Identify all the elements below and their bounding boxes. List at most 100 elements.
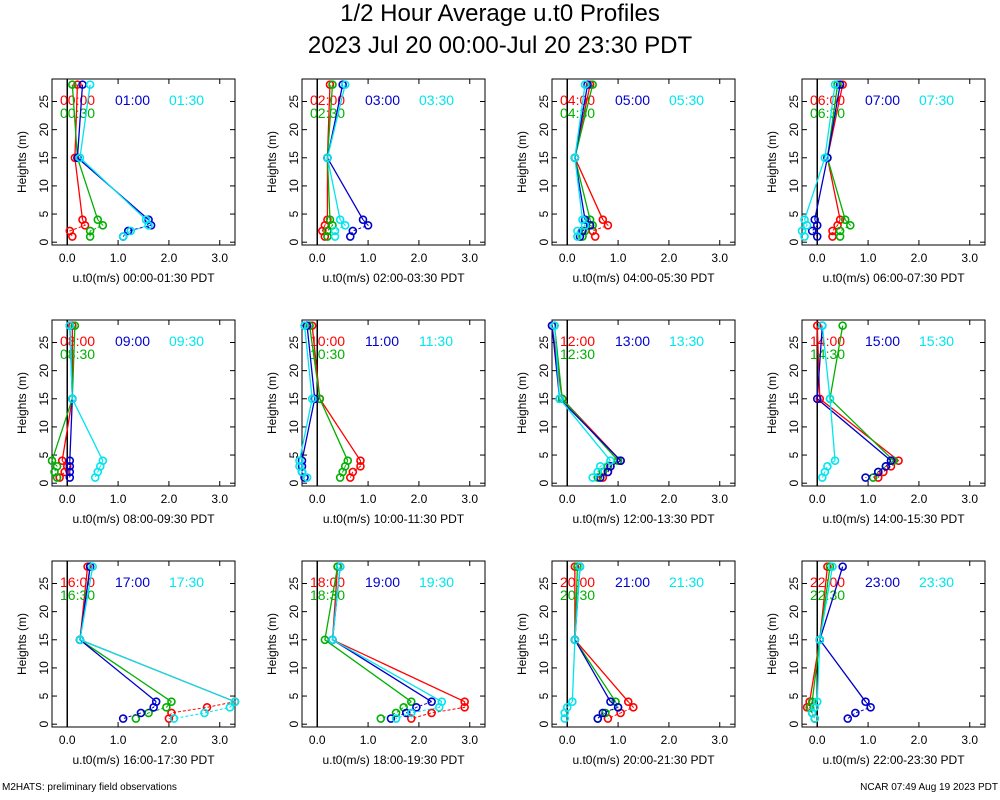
series-label: 01:30 (169, 92, 204, 108)
data-point (328, 635, 337, 645)
data-point (570, 635, 580, 645)
y-tick-label: 25 (537, 336, 551, 350)
footer-timestamp: NCAR 07:49 Aug 19 2023 PDT (860, 782, 998, 793)
data-point (300, 321, 309, 330)
y-tick-label: 15 (537, 633, 551, 647)
data-point (80, 221, 90, 230)
x-tick-label: 3.0 (961, 251, 978, 265)
x-tick-label: 0.0 (809, 251, 826, 265)
data-point (162, 703, 171, 712)
panel-11: 0.0 1.0 2.0 3.0 0 5 10 15 20 25 Heights (m) u.t0(m/… (515, 560, 736, 767)
series-line (571, 566, 581, 702)
x-tick-label: 0.0 (559, 733, 576, 747)
series-label: 02:00 (310, 92, 345, 108)
y-tick-label: 25 (37, 336, 51, 350)
data-point (590, 232, 600, 241)
series-label: 04:00 (560, 92, 595, 108)
data-point (807, 226, 817, 236)
data-point (580, 221, 590, 230)
series-label: 12:00 (560, 333, 595, 349)
x-tick-label: 2.0 (661, 251, 678, 265)
x-tick-label: 3.0 (961, 733, 978, 747)
plot-frame (301, 560, 486, 728)
data-point (629, 703, 638, 712)
data-point (833, 80, 842, 89)
x-tick-label: 2.0 (411, 492, 428, 506)
y-tick-label: 25 (787, 95, 801, 109)
series-line (814, 84, 841, 220)
panel-2: 0.0 1.0 2.0 3.0 0 5 10 15 20 25 Heights (m) u.t0(m/… (265, 78, 486, 285)
y-tick-label: 20 (787, 605, 801, 619)
series-label: 08:30 (60, 346, 95, 362)
x-tick-label: 1.0 (860, 492, 877, 506)
data-point (73, 153, 82, 163)
x-axis-label: u.t0(m/s) 16:00-17:30 PDT (72, 753, 215, 767)
y-tick-label: 5 (287, 451, 301, 458)
plot-frame (301, 319, 486, 487)
y-tick-label: 20 (787, 364, 801, 378)
data-point (330, 232, 340, 241)
x-tick-label: 1.0 (360, 492, 377, 506)
y-tick-label: 20 (37, 123, 51, 137)
panel-8: 0.0 1.0 2.0 3.0 0 5 10 15 20 25 Heights (m) u.t0(m/… (765, 319, 986, 526)
x-tick-label: 3.0 (461, 733, 478, 747)
series-label: 20:00 (560, 574, 595, 590)
y-axis-label: Heights (m) (515, 372, 529, 434)
panel-3: 0.0 1.0 2.0 3.0 0 5 10 15 20 25 Heights (m) u.t0(m/… (515, 78, 736, 285)
series-line (79, 84, 147, 221)
y-tick-label: 20 (537, 605, 551, 619)
x-tick-label: 0.0 (809, 492, 826, 506)
data-point (85, 232, 95, 241)
data-point (85, 562, 95, 571)
y-tick-label: 20 (287, 364, 301, 378)
x-tick-label: 1.0 (860, 733, 877, 747)
x-tick-label: 2.0 (661, 492, 678, 506)
data-point (823, 562, 832, 571)
series-label: 17:30 (169, 574, 204, 590)
series-line (331, 566, 443, 703)
panel-1: 0.0 1.0 2.0 3.0 0 5 10 15 20 25 Heights (m) u.t0(m/… (15, 78, 236, 285)
data-point (830, 456, 840, 465)
y-tick-label: 5 (537, 210, 551, 217)
y-tick-label: 20 (37, 605, 51, 619)
series-label: 09:30 (169, 333, 204, 349)
data-point (323, 153, 332, 163)
data-point (585, 221, 595, 230)
panel-10: 0.0 1.0 2.0 3.0 0 5 10 15 20 25 Heights (m) u.t0(m/… (265, 560, 486, 767)
y-tick-label: 25 (287, 577, 301, 591)
x-tick-label: 2.0 (911, 251, 928, 265)
data-point (573, 226, 582, 236)
data-point (126, 226, 136, 236)
data-point (118, 714, 128, 723)
y-axis-label: Heights (m) (15, 613, 29, 675)
series-line (816, 566, 834, 702)
series-line (79, 566, 236, 703)
data-point (340, 221, 350, 230)
series-label: 14:30 (810, 346, 845, 362)
series-label: 03:00 (365, 92, 400, 108)
series-label: 10:00 (310, 333, 345, 349)
data-point (623, 697, 633, 706)
data-point (580, 80, 590, 89)
series-label: 01:00 (115, 92, 150, 108)
series-label: 00:30 (60, 105, 95, 121)
x-tick-label: 0.0 (59, 251, 76, 265)
data-point (65, 467, 75, 477)
series-label: 11:30 (419, 333, 453, 349)
plot-frame (801, 319, 986, 487)
series-label: 05:30 (669, 92, 704, 108)
data-point (65, 473, 75, 482)
series-line (326, 84, 346, 220)
data-point (427, 708, 436, 718)
data-point (427, 697, 436, 706)
footer-note: M2HATS: preliminary field observations (2, 782, 177, 793)
data-point (358, 215, 368, 224)
data-point (167, 697, 176, 706)
y-axis-label: Heights (m) (265, 131, 279, 193)
data-point (866, 703, 875, 712)
x-tick-label: 2.0 (911, 492, 928, 506)
series-label: 18:00 (310, 574, 345, 590)
plot-frame (51, 560, 236, 728)
series-label: 19:00 (365, 574, 400, 590)
plot-frame (301, 78, 486, 246)
